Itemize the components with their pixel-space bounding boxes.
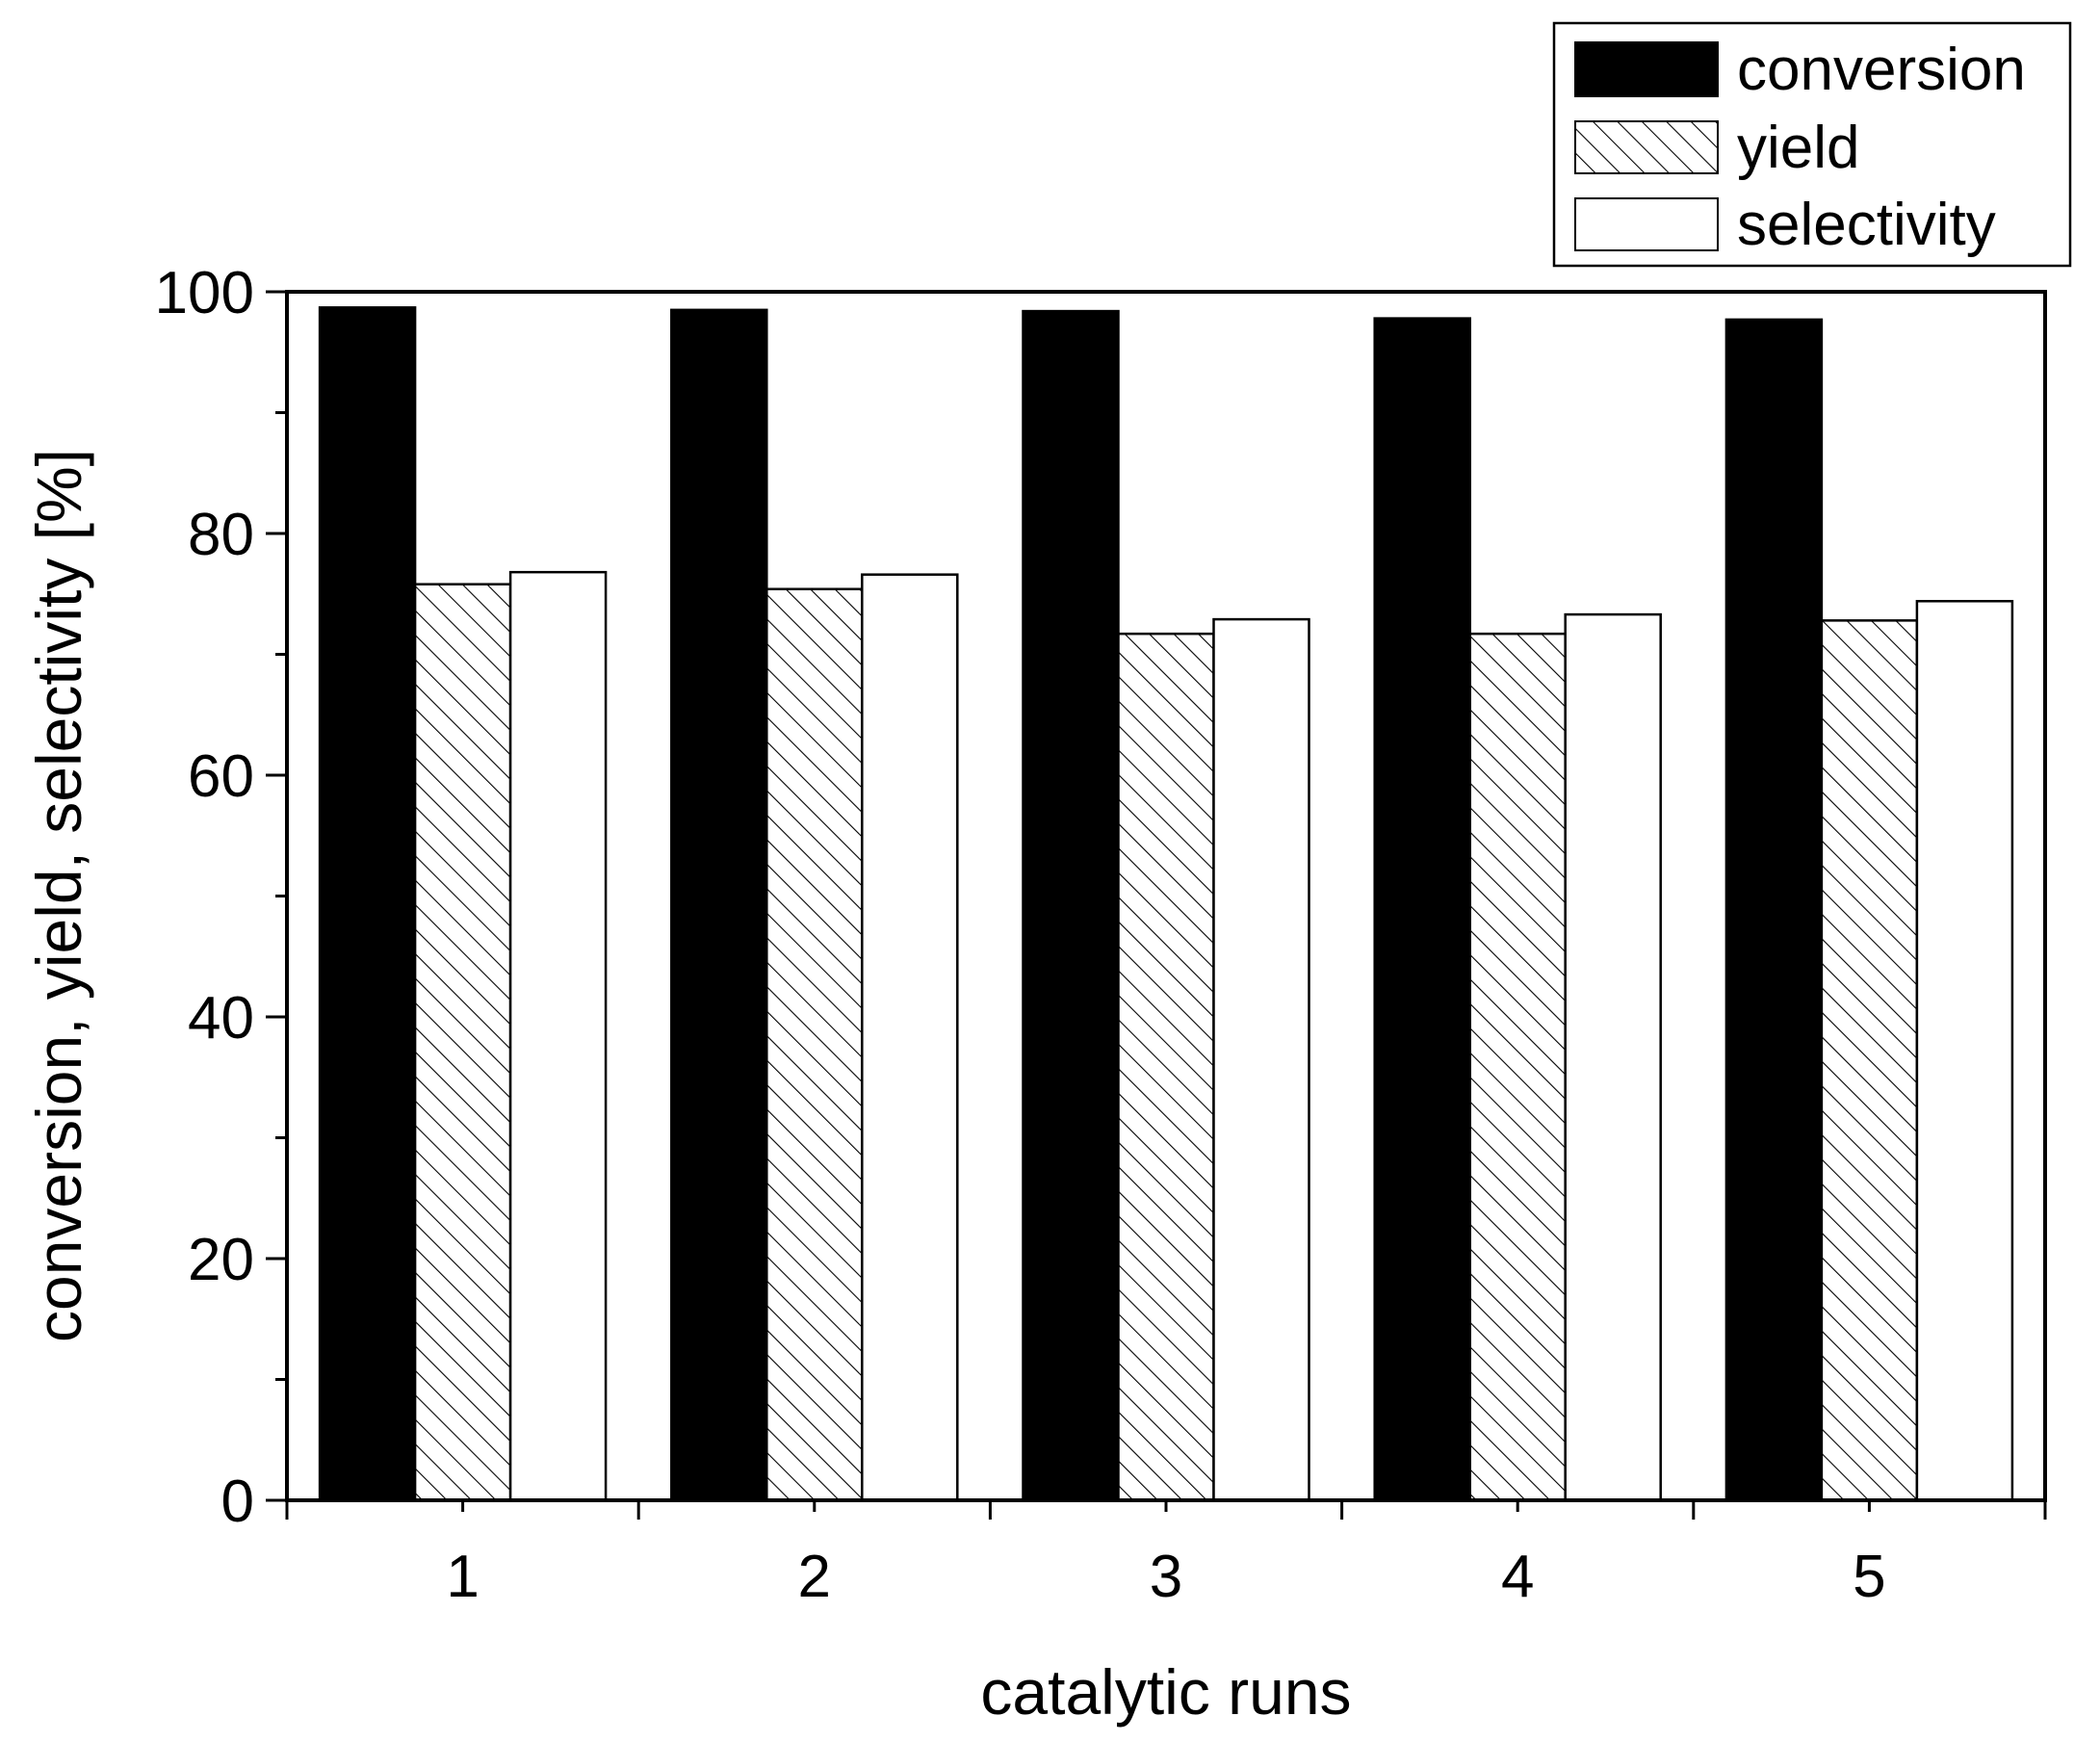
bar-selectivity-5 <box>1915 600 2014 1502</box>
bar-conversion-3 <box>1022 309 1120 1502</box>
bar-yield-1 <box>413 583 512 1502</box>
bar-selectivity-3 <box>1212 617 1310 1502</box>
legend-swatch-conversion <box>1574 41 1719 97</box>
bar-yield-5 <box>1820 619 1919 1502</box>
bar-selectivity-1 <box>508 570 608 1502</box>
bar-yield-4 <box>1468 632 1567 1502</box>
x-tick-label: 2 <box>798 1544 831 1610</box>
y-axis-label: conversion, yield, selectivity [%] <box>23 449 94 1342</box>
x-axis: 1 2 3 4 5 <box>285 1500 2047 1610</box>
legend: conversion yield selectivity <box>1552 21 2072 268</box>
legend-swatch-selectivity <box>1574 197 1719 251</box>
x-tick-label: 1 <box>446 1544 479 1610</box>
y-tick-label: 60 <box>188 743 254 810</box>
bar-conversion-4 <box>1373 317 1471 1502</box>
y-axis: 0 20 40 60 80 100 <box>155 260 287 1535</box>
bar-yield-2 <box>765 587 864 1502</box>
x-tick-label: 5 <box>1853 1544 1885 1610</box>
y-tick-label: 40 <box>188 985 254 1052</box>
bar-selectivity-2 <box>861 573 959 1502</box>
bar-conversion-5 <box>1724 318 1824 1502</box>
y-tick-label: 20 <box>188 1227 254 1293</box>
bar-yield-3 <box>1117 632 1215 1502</box>
bar-selectivity-4 <box>1564 612 1662 1502</box>
bars-group <box>318 306 2014 1502</box>
legend-swatch-yield <box>1574 120 1719 174</box>
bar-conversion-1 <box>318 306 417 1502</box>
y-tick-label: 100 <box>155 260 254 326</box>
legend-label-conversion: conversion <box>1737 37 2026 103</box>
y-tick-label: 0 <box>221 1469 254 1535</box>
x-tick-label: 3 <box>1150 1544 1182 1610</box>
x-tick-label: 4 <box>1501 1544 1534 1610</box>
legend-label-selectivity: selectivity <box>1737 192 1996 258</box>
legend-label-yield: yield <box>1737 115 1860 181</box>
x-axis-label: catalytic runs <box>980 1656 1351 1728</box>
y-tick-label: 80 <box>188 502 254 568</box>
bar-conversion-2 <box>670 308 768 1502</box>
